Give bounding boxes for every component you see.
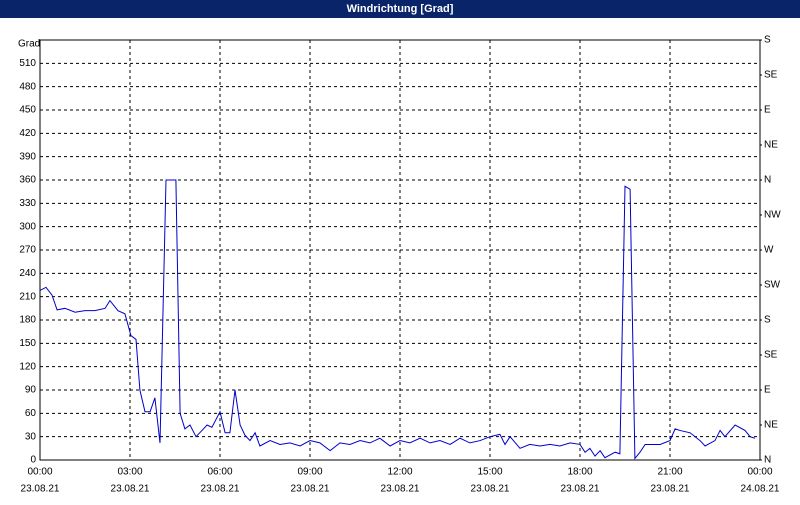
x-tick-date: 23.08.21 (651, 484, 690, 495)
y-tick-label: 390 (19, 151, 36, 162)
y-tick-label: 510 (19, 58, 36, 69)
x-tick-label: 12:00 (387, 467, 412, 478)
y2-tick-label: E (764, 105, 771, 116)
x-tick-label: 09:00 (297, 467, 322, 478)
y-axis-label: Grad (18, 39, 40, 50)
y-tick-label: 0 (30, 455, 36, 466)
y2-tick-label: S (764, 315, 771, 326)
y-tick-label: 90 (25, 385, 37, 396)
y-tick-label: 180 (19, 315, 36, 326)
x-tick-date: 23.08.21 (21, 484, 60, 495)
y2-tick-label: N (764, 175, 771, 186)
y-tick-label: 450 (19, 105, 36, 116)
y2-tick-label: NE (764, 420, 778, 431)
x-tick-label: 21:00 (657, 467, 682, 478)
y2-tick-label: S (764, 35, 771, 46)
chart-title: Windrichtung [Grad] (347, 3, 454, 15)
x-tick-date: 23.08.21 (561, 484, 600, 495)
x-tick-date: 23.08.21 (111, 484, 150, 495)
plot-border (39, 39, 761, 461)
y-tick-label: 420 (19, 128, 36, 139)
x-tick-label: 03:00 (117, 467, 142, 478)
y2-tick-label: SE (764, 350, 778, 361)
y-tick-label: 360 (19, 175, 36, 186)
y2-tick-label: NW (764, 210, 781, 221)
y-tick-label: 330 (19, 198, 36, 209)
y2-tick-label: N (764, 455, 771, 466)
y-tick-label: 270 (19, 245, 36, 256)
y-tick-label: 240 (19, 268, 36, 279)
x-tick-label: 00:00 (27, 467, 52, 478)
x-tick-date: 23.08.21 (471, 484, 510, 495)
x-tick-date: 23.08.21 (381, 484, 420, 495)
x-tick-date: 24.08.21 (741, 484, 780, 495)
y-tick-label: 120 (19, 361, 36, 372)
y-tick-label: 480 (19, 81, 36, 92)
x-tick-label: 00:00 (747, 467, 772, 478)
data-line (39, 179, 756, 460)
y2-tick-label: SE (764, 70, 778, 81)
y2-tick-label: E (764, 385, 771, 396)
y-tick-label: 150 (19, 338, 36, 349)
y-tick-label: 60 (25, 408, 37, 419)
y2-tick-label: SW (764, 280, 781, 291)
y-tick-label: 210 (19, 291, 36, 302)
x-tick-date: 23.08.21 (291, 484, 330, 495)
title-bar (0, 0, 800, 18)
y-tick-label: 300 (19, 221, 36, 232)
x-tick-label: 15:00 (477, 467, 502, 478)
y2-tick-label: NE (764, 140, 778, 151)
y2-tick-label: W (764, 245, 774, 256)
x-tick-label: 18:00 (567, 467, 592, 478)
x-tick-label: 06:00 (207, 467, 232, 478)
x-tick-date: 23.08.21 (201, 484, 240, 495)
y-tick-label: 30 (25, 431, 37, 442)
